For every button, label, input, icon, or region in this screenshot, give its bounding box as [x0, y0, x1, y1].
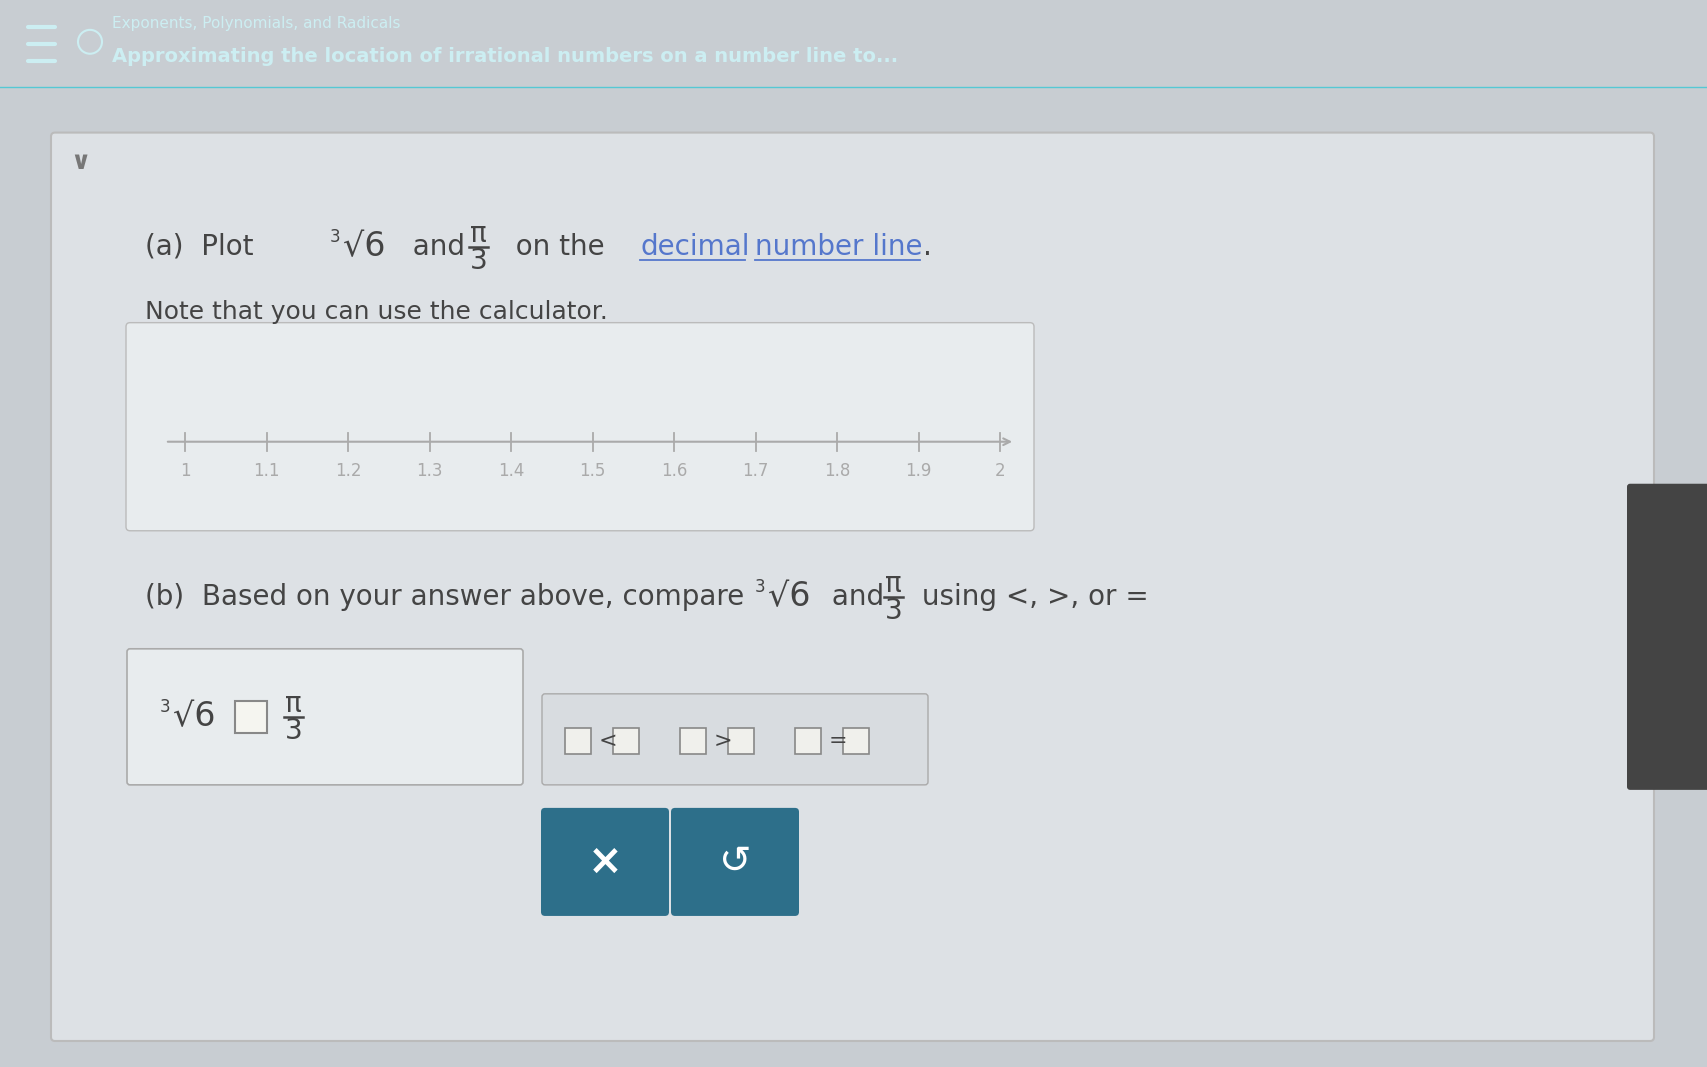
- Text: >: >: [714, 731, 732, 751]
- Text: (a)  Plot: (a) Plot: [145, 233, 254, 260]
- Text: 3: 3: [285, 717, 302, 745]
- Text: 1.7: 1.7: [743, 462, 768, 480]
- Text: .: .: [923, 233, 932, 260]
- FancyBboxPatch shape: [126, 649, 522, 785]
- Text: √6: √6: [343, 230, 386, 264]
- Text: on the: on the: [498, 233, 604, 260]
- Text: decimal: decimal: [640, 233, 749, 260]
- Text: =: =: [830, 731, 848, 751]
- FancyBboxPatch shape: [126, 322, 1034, 530]
- Text: 1.6: 1.6: [661, 462, 688, 480]
- Text: 1.4: 1.4: [498, 462, 524, 480]
- Text: π: π: [884, 570, 901, 598]
- Text: ×: ×: [587, 841, 623, 882]
- FancyBboxPatch shape: [51, 132, 1654, 1041]
- Text: Exponents, Polynomials, and Radicals: Exponents, Polynomials, and Radicals: [113, 16, 401, 31]
- Text: and: and: [394, 233, 464, 260]
- FancyBboxPatch shape: [543, 694, 929, 785]
- Bar: [795, 728, 821, 754]
- Text: 3: 3: [884, 596, 903, 625]
- FancyBboxPatch shape: [671, 808, 799, 915]
- Text: 3: 3: [754, 578, 766, 595]
- Text: π: π: [285, 690, 302, 718]
- Bar: [613, 728, 638, 754]
- Bar: [843, 728, 869, 754]
- Text: 1.2: 1.2: [335, 462, 362, 480]
- Text: 1.1: 1.1: [253, 462, 280, 480]
- Text: √6: √6: [172, 700, 215, 733]
- Text: 3: 3: [160, 698, 171, 716]
- Text: using <, >, or =: using <, >, or =: [913, 583, 1149, 610]
- Text: <: <: [599, 731, 618, 751]
- Text: 1.5: 1.5: [579, 462, 606, 480]
- Text: ↺: ↺: [719, 843, 751, 881]
- Text: and: and: [823, 583, 884, 610]
- Text: 1: 1: [179, 462, 189, 480]
- Text: ∨: ∨: [70, 149, 90, 174]
- Text: 1.8: 1.8: [824, 462, 850, 480]
- Text: 3: 3: [469, 246, 488, 274]
- Text: √6: √6: [768, 580, 811, 614]
- Text: (b)  Based on your answer above, compare: (b) Based on your answer above, compare: [145, 583, 744, 610]
- Bar: [236, 701, 266, 733]
- Text: π: π: [469, 220, 486, 248]
- Text: number line: number line: [754, 233, 922, 260]
- Text: 1.9: 1.9: [905, 462, 932, 480]
- Bar: [679, 728, 707, 754]
- Bar: [565, 728, 591, 754]
- FancyBboxPatch shape: [1627, 483, 1707, 790]
- Text: Approximating the location of irrational numbers on a number line to...: Approximating the location of irrational…: [113, 47, 898, 66]
- Text: Note that you can use the calculator.: Note that you can use the calculator.: [145, 300, 608, 323]
- Text: 2: 2: [995, 462, 1005, 480]
- FancyBboxPatch shape: [541, 808, 669, 915]
- Text: 1.3: 1.3: [417, 462, 442, 480]
- Text: 3: 3: [329, 227, 341, 245]
- Bar: [727, 728, 754, 754]
